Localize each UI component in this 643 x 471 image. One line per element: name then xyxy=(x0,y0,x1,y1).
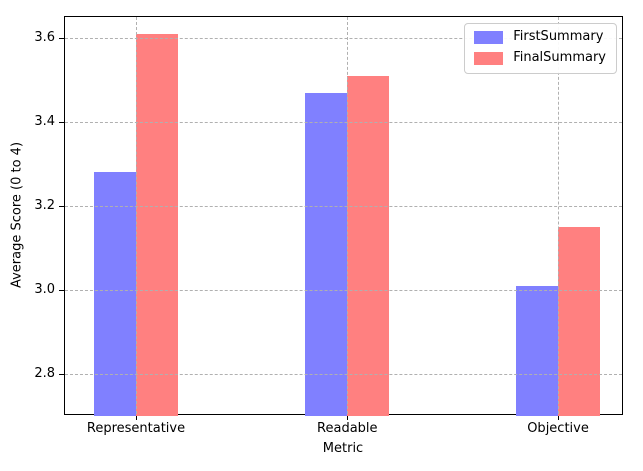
y-tick-label: 2.8 xyxy=(34,366,55,382)
legend-swatch xyxy=(474,30,504,44)
y-tick-mark xyxy=(59,374,64,375)
y-tick-mark xyxy=(59,38,64,39)
y-tick-label: 3.6 xyxy=(34,30,55,46)
x-tick-mark xyxy=(135,415,137,420)
x-tick-label-representative: Representative xyxy=(86,421,186,436)
bar-finalsummary-readable xyxy=(347,75,390,416)
y-tick-mark xyxy=(59,290,64,291)
y-tick-mark xyxy=(59,206,64,207)
legend-entry-firstsummary: FirstSummary xyxy=(474,29,606,45)
x-tick-label-objective: Objective xyxy=(527,421,589,436)
y-axis-label: Average Score (0 to 4) xyxy=(9,141,25,289)
legend-swatch xyxy=(474,51,504,65)
legend-entry-finalsummary: FinalSummary xyxy=(474,49,606,66)
legend-label: FinalSummary xyxy=(513,49,606,65)
legend-label: FirstSummary xyxy=(513,29,604,44)
bar-finalsummary-representative xyxy=(135,33,178,416)
bar-finalsummary-objective xyxy=(558,227,601,416)
x-tick-label-readable: Readable xyxy=(317,421,378,436)
bar-firstsummary-readable xyxy=(305,92,348,416)
legend: FirstSummary FinalSummary xyxy=(464,23,617,74)
y-tick-label: 3.0 xyxy=(34,282,55,298)
x-tick-mark xyxy=(347,415,349,420)
x-tick-mark xyxy=(558,415,560,420)
y-tick-mark xyxy=(59,122,64,123)
bar-firstsummary-objective xyxy=(516,285,559,416)
x-axis-label: Metric xyxy=(322,441,364,456)
bar-firstsummary-representative xyxy=(93,172,136,416)
plot-area: 2.8 3.0 3.2 3.4 3.6 Representative Readable Obj… xyxy=(34,16,623,435)
y-tick-label: 3.2 xyxy=(34,198,55,214)
y-tick-label: 3.4 xyxy=(34,114,55,130)
